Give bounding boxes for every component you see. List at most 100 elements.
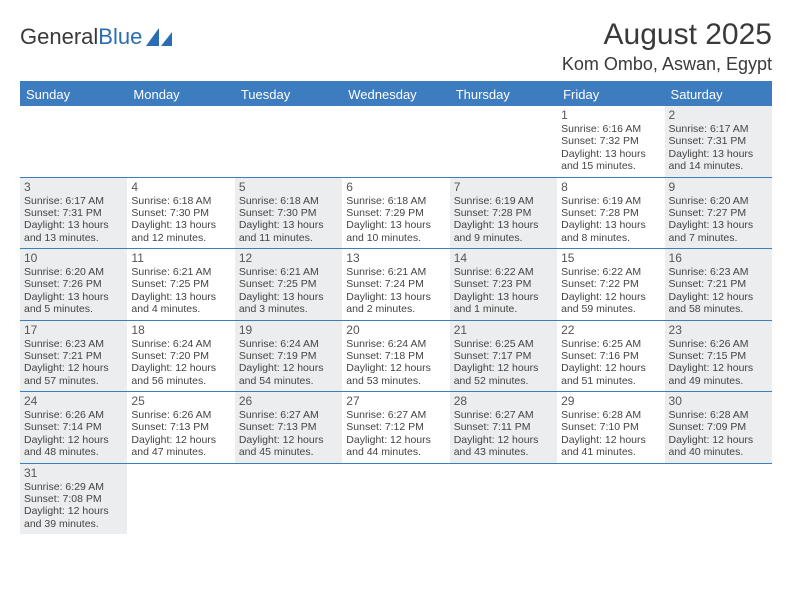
day-cell: 22Sunrise: 6:25 AMSunset: 7:16 PMDayligh… (557, 320, 664, 392)
day-header: Monday (127, 83, 234, 106)
day-info: Sunrise: 6:26 AMSunset: 7:14 PMDaylight:… (24, 409, 123, 459)
day-cell: 7Sunrise: 6:19 AMSunset: 7:28 PMDaylight… (450, 177, 557, 249)
day-info: Sunrise: 6:23 AMSunset: 7:21 PMDaylight:… (24, 338, 123, 388)
empty-cell (235, 106, 342, 177)
day-number: 24 (24, 394, 123, 408)
day-number: 17 (24, 323, 123, 337)
day-cell: 16Sunrise: 6:23 AMSunset: 7:21 PMDayligh… (665, 249, 772, 321)
sail-icon (146, 28, 172, 46)
day-info: Sunrise: 6:24 AMSunset: 7:18 PMDaylight:… (346, 338, 445, 388)
empty-cell (342, 463, 449, 534)
day-cell: 20Sunrise: 6:24 AMSunset: 7:18 PMDayligh… (342, 320, 449, 392)
day-info: Sunrise: 6:19 AMSunset: 7:28 PMDaylight:… (454, 195, 553, 245)
day-number: 26 (239, 394, 338, 408)
day-cell: 25Sunrise: 6:26 AMSunset: 7:13 PMDayligh… (127, 392, 234, 464)
day-info: Sunrise: 6:17 AMSunset: 7:31 PMDaylight:… (24, 195, 123, 245)
day-number: 21 (454, 323, 553, 337)
day-cell: 10Sunrise: 6:20 AMSunset: 7:26 PMDayligh… (20, 249, 127, 321)
day-cell: 1Sunrise: 6:16 AMSunset: 7:32 PMDaylight… (557, 106, 664, 177)
day-info: Sunrise: 6:16 AMSunset: 7:32 PMDaylight:… (561, 123, 660, 173)
month-title: August 2025 (562, 18, 772, 52)
day-number: 2 (669, 108, 768, 122)
day-info: Sunrise: 6:21 AMSunset: 7:25 PMDaylight:… (239, 266, 338, 316)
calendar-week: 3Sunrise: 6:17 AMSunset: 7:31 PMDaylight… (20, 177, 772, 249)
day-number: 30 (669, 394, 768, 408)
calendar-week: 10Sunrise: 6:20 AMSunset: 7:26 PMDayligh… (20, 249, 772, 321)
day-info: Sunrise: 6:26 AMSunset: 7:15 PMDaylight:… (669, 338, 768, 388)
day-number: 9 (669, 180, 768, 194)
day-cell: 8Sunrise: 6:19 AMSunset: 7:28 PMDaylight… (557, 177, 664, 249)
day-number: 11 (131, 251, 230, 265)
day-cell: 14Sunrise: 6:22 AMSunset: 7:23 PMDayligh… (450, 249, 557, 321)
day-info: Sunrise: 6:21 AMSunset: 7:25 PMDaylight:… (131, 266, 230, 316)
empty-cell (342, 106, 449, 177)
day-number: 14 (454, 251, 553, 265)
day-cell: 4Sunrise: 6:18 AMSunset: 7:30 PMDaylight… (127, 177, 234, 249)
day-info: Sunrise: 6:25 AMSunset: 7:17 PMDaylight:… (454, 338, 553, 388)
day-number: 18 (131, 323, 230, 337)
day-number: 28 (454, 394, 553, 408)
day-info: Sunrise: 6:27 AMSunset: 7:11 PMDaylight:… (454, 409, 553, 459)
day-cell: 19Sunrise: 6:24 AMSunset: 7:19 PMDayligh… (235, 320, 342, 392)
day-info: Sunrise: 6:18 AMSunset: 7:29 PMDaylight:… (346, 195, 445, 245)
day-number: 20 (346, 323, 445, 337)
calendar-body: 1Sunrise: 6:16 AMSunset: 7:32 PMDaylight… (20, 106, 772, 534)
day-cell: 31Sunrise: 6:29 AMSunset: 7:08 PMDayligh… (20, 463, 127, 534)
day-number: 19 (239, 323, 338, 337)
day-cell: 28Sunrise: 6:27 AMSunset: 7:11 PMDayligh… (450, 392, 557, 464)
day-cell: 2Sunrise: 6:17 AMSunset: 7:31 PMDaylight… (665, 106, 772, 177)
day-number: 16 (669, 251, 768, 265)
day-number: 7 (454, 180, 553, 194)
day-number: 29 (561, 394, 660, 408)
day-cell: 24Sunrise: 6:26 AMSunset: 7:14 PMDayligh… (20, 392, 127, 464)
day-header: Saturday (665, 83, 772, 106)
day-number: 3 (24, 180, 123, 194)
day-cell: 17Sunrise: 6:23 AMSunset: 7:21 PMDayligh… (20, 320, 127, 392)
day-cell: 27Sunrise: 6:27 AMSunset: 7:12 PMDayligh… (342, 392, 449, 464)
day-cell: 12Sunrise: 6:21 AMSunset: 7:25 PMDayligh… (235, 249, 342, 321)
day-cell: 21Sunrise: 6:25 AMSunset: 7:17 PMDayligh… (450, 320, 557, 392)
empty-cell (127, 106, 234, 177)
calendar-week: 24Sunrise: 6:26 AMSunset: 7:14 PMDayligh… (20, 392, 772, 464)
day-cell: 18Sunrise: 6:24 AMSunset: 7:20 PMDayligh… (127, 320, 234, 392)
day-header: Thursday (450, 83, 557, 106)
day-cell: 11Sunrise: 6:21 AMSunset: 7:25 PMDayligh… (127, 249, 234, 321)
day-info: Sunrise: 6:27 AMSunset: 7:13 PMDaylight:… (239, 409, 338, 459)
day-number: 27 (346, 394, 445, 408)
day-number: 31 (24, 466, 123, 480)
empty-cell (450, 106, 557, 177)
day-number: 22 (561, 323, 660, 337)
day-number: 10 (24, 251, 123, 265)
day-info: Sunrise: 6:18 AMSunset: 7:30 PMDaylight:… (239, 195, 338, 245)
empty-cell (665, 463, 772, 534)
logo: GeneralBlue (20, 24, 172, 50)
day-info: Sunrise: 6:20 AMSunset: 7:26 PMDaylight:… (24, 266, 123, 316)
day-info: Sunrise: 6:28 AMSunset: 7:10 PMDaylight:… (561, 409, 660, 459)
day-header: Wednesday (342, 83, 449, 106)
day-info: Sunrise: 6:28 AMSunset: 7:09 PMDaylight:… (669, 409, 768, 459)
empty-cell (20, 106, 127, 177)
calendar-week: 31Sunrise: 6:29 AMSunset: 7:08 PMDayligh… (20, 463, 772, 534)
day-info: Sunrise: 6:22 AMSunset: 7:23 PMDaylight:… (454, 266, 553, 316)
day-cell: 23Sunrise: 6:26 AMSunset: 7:15 PMDayligh… (665, 320, 772, 392)
empty-cell (557, 463, 664, 534)
day-info: Sunrise: 6:22 AMSunset: 7:22 PMDaylight:… (561, 266, 660, 316)
calendar-week: 17Sunrise: 6:23 AMSunset: 7:21 PMDayligh… (20, 320, 772, 392)
day-number: 5 (239, 180, 338, 194)
day-cell: 6Sunrise: 6:18 AMSunset: 7:29 PMDaylight… (342, 177, 449, 249)
day-number: 1 (561, 108, 660, 122)
day-cell: 15Sunrise: 6:22 AMSunset: 7:22 PMDayligh… (557, 249, 664, 321)
day-number: 4 (131, 180, 230, 194)
empty-cell (450, 463, 557, 534)
day-info: Sunrise: 6:20 AMSunset: 7:27 PMDaylight:… (669, 195, 768, 245)
location: Kom Ombo, Aswan, Egypt (562, 54, 772, 75)
day-number: 25 (131, 394, 230, 408)
day-info: Sunrise: 6:29 AMSunset: 7:08 PMDaylight:… (24, 481, 123, 531)
day-cell: 13Sunrise: 6:21 AMSunset: 7:24 PMDayligh… (342, 249, 449, 321)
day-info: Sunrise: 6:24 AMSunset: 7:19 PMDaylight:… (239, 338, 338, 388)
day-number: 6 (346, 180, 445, 194)
logo-text-general: General (20, 24, 98, 50)
day-cell: 29Sunrise: 6:28 AMSunset: 7:10 PMDayligh… (557, 392, 664, 464)
empty-cell (235, 463, 342, 534)
empty-cell (127, 463, 234, 534)
